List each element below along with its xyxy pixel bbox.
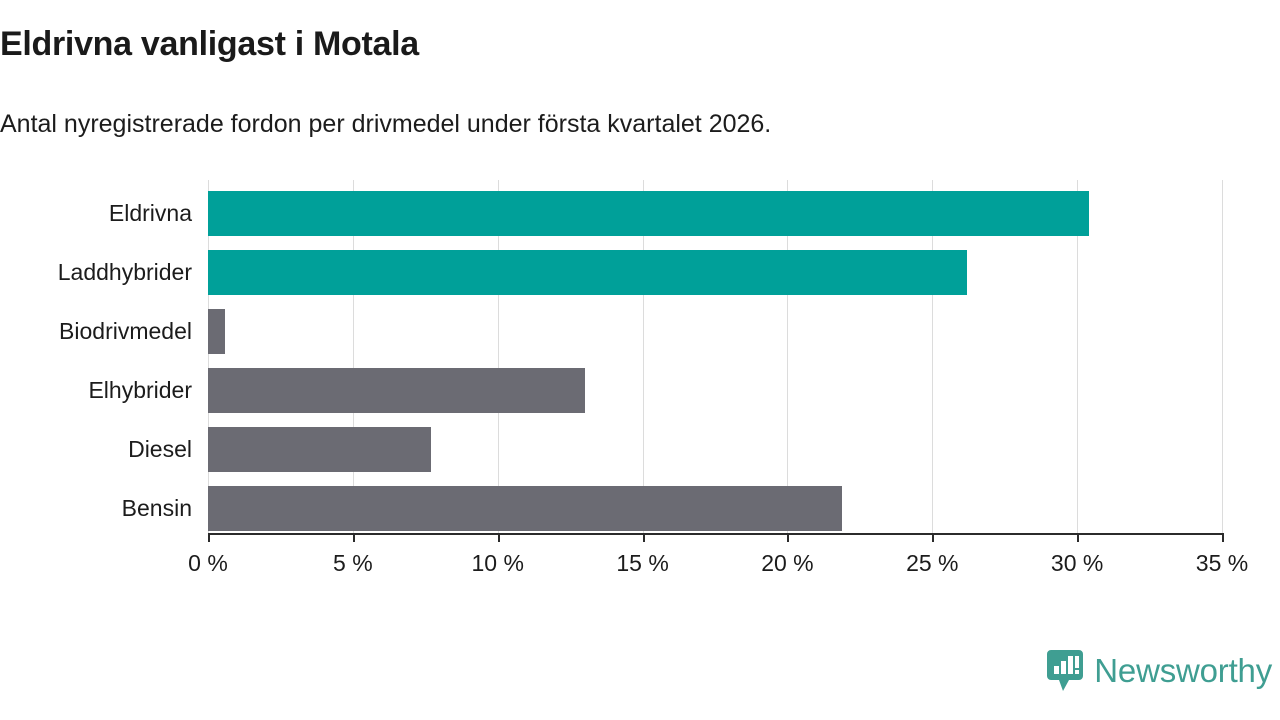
category-label: Bensin <box>121 495 192 521</box>
gridline <box>208 180 209 533</box>
x-axis-line <box>208 533 1223 535</box>
x-axis-tick <box>352 533 355 542</box>
category-label: Eldrivna <box>108 200 192 226</box>
bar-row[interactable] <box>208 250 968 295</box>
bar[interactable] <box>208 250 968 295</box>
page-subtitle: Antal nyregistrerade fordon per drivmede… <box>0 110 772 138</box>
bar[interactable] <box>208 368 585 413</box>
x-axis-tick <box>787 533 790 542</box>
x-axis-tick <box>208 533 210 542</box>
logo-wordmark: Newsworthy <box>1094 652 1272 689</box>
bar[interactable] <box>208 427 432 472</box>
x-axis-tick <box>1222 533 1224 542</box>
gridline <box>642 180 644 533</box>
page-title: Eldrivna vanligast i Motala <box>0 25 419 63</box>
newsworthy-bar-chart-badge-icon <box>1047 650 1084 691</box>
bar-row[interactable] <box>208 486 843 531</box>
bar-row[interactable] <box>208 368 585 413</box>
x-axis-tick-label: 30 % <box>1050 550 1104 576</box>
bar-row[interactable] <box>208 191 1089 236</box>
category-label: Elhybrider <box>88 377 192 403</box>
category-label: Laddhybrider <box>57 259 192 285</box>
bar[interactable] <box>208 486 843 531</box>
gridline <box>787 180 789 533</box>
gridline <box>932 180 934 533</box>
x-axis-tick <box>497 533 500 542</box>
x-axis-tick <box>932 533 935 542</box>
x-axis-tick-label: 25 % <box>906 550 959 576</box>
x-axis-tick-label: 15 % <box>616 550 669 576</box>
x-axis-tick-label: 20 % <box>761 550 814 576</box>
gridline <box>497 180 499 533</box>
bar-row[interactable] <box>208 427 432 472</box>
gridline <box>1222 180 1223 533</box>
x-axis-tick-label: 5 % <box>333 550 373 576</box>
category-label: Diesel <box>128 436 192 462</box>
x-axis-tick-label: 10 % <box>471 550 524 576</box>
x-axis-tick-label: 0 % <box>188 550 228 576</box>
bar[interactable] <box>208 191 1089 236</box>
gridline <box>1077 180 1079 533</box>
x-axis-tick <box>1077 533 1080 542</box>
gridline <box>352 180 354 533</box>
bar-row[interactable] <box>208 309 226 354</box>
x-axis-tick <box>642 533 645 542</box>
newsworthy-logo: Newsworthy <box>1047 650 1272 692</box>
bar[interactable] <box>208 309 226 354</box>
category-label: Biodrivmedel <box>59 318 192 344</box>
plot-area <box>208 180 1223 533</box>
x-axis-tick-label: 35 % <box>1195 550 1249 576</box>
bar-chart: 0 % 5 % 10 % 15 % 20 % 25 % 30 % 35 % Eldrivna La… <box>0 170 1280 590</box>
